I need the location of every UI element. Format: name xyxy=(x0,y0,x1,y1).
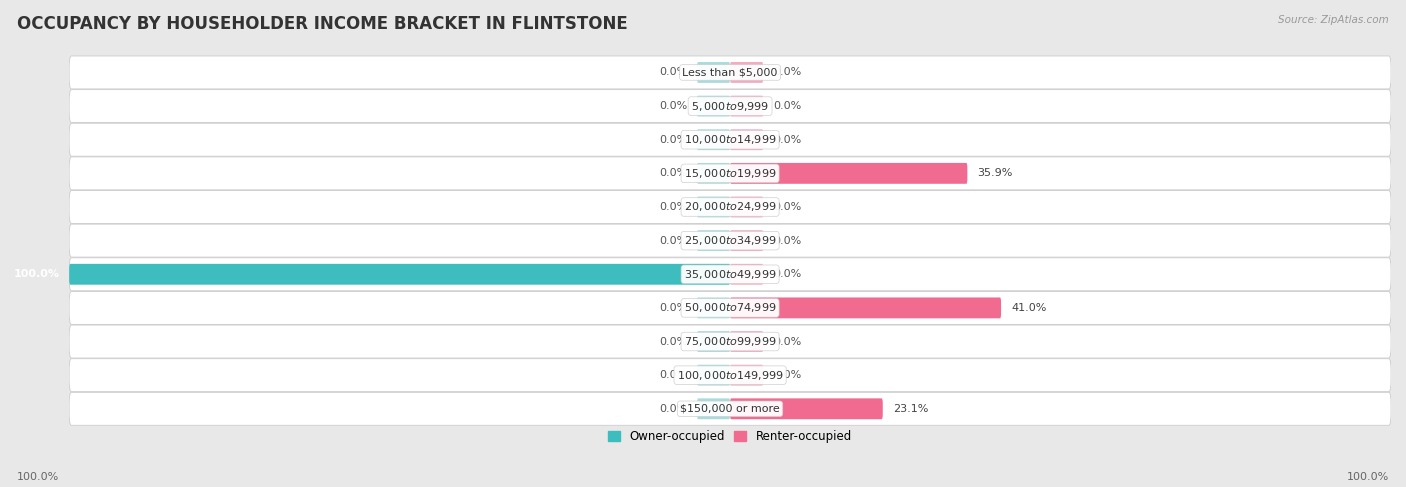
Text: Less than $5,000: Less than $5,000 xyxy=(682,68,778,77)
Text: 100.0%: 100.0% xyxy=(1347,472,1389,482)
FancyBboxPatch shape xyxy=(730,331,763,352)
FancyBboxPatch shape xyxy=(730,365,763,386)
FancyBboxPatch shape xyxy=(697,95,730,116)
FancyBboxPatch shape xyxy=(730,62,763,83)
FancyBboxPatch shape xyxy=(697,62,730,83)
FancyBboxPatch shape xyxy=(697,130,730,150)
FancyBboxPatch shape xyxy=(69,359,1391,392)
FancyBboxPatch shape xyxy=(69,224,1391,257)
Text: $15,000 to $19,999: $15,000 to $19,999 xyxy=(683,167,776,180)
Legend: Owner-occupied, Renter-occupied: Owner-occupied, Renter-occupied xyxy=(603,425,856,448)
FancyBboxPatch shape xyxy=(730,95,763,116)
Text: $150,000 or more: $150,000 or more xyxy=(681,404,780,414)
Text: 0.0%: 0.0% xyxy=(659,169,688,178)
FancyBboxPatch shape xyxy=(730,264,763,285)
Text: 0.0%: 0.0% xyxy=(773,101,801,111)
Text: $10,000 to $14,999: $10,000 to $14,999 xyxy=(683,133,776,146)
Text: 41.0%: 41.0% xyxy=(1011,303,1046,313)
Text: 0.0%: 0.0% xyxy=(659,236,688,245)
Text: 0.0%: 0.0% xyxy=(659,135,688,145)
Text: 0.0%: 0.0% xyxy=(773,68,801,77)
Text: 0.0%: 0.0% xyxy=(773,135,801,145)
Text: 0.0%: 0.0% xyxy=(773,269,801,279)
FancyBboxPatch shape xyxy=(69,190,1391,224)
Text: $75,000 to $99,999: $75,000 to $99,999 xyxy=(683,335,776,348)
Text: 0.0%: 0.0% xyxy=(659,370,688,380)
FancyBboxPatch shape xyxy=(697,230,730,251)
FancyBboxPatch shape xyxy=(69,258,1391,291)
FancyBboxPatch shape xyxy=(69,90,1391,123)
FancyBboxPatch shape xyxy=(697,163,730,184)
Text: 0.0%: 0.0% xyxy=(659,202,688,212)
Text: $100,000 to $149,999: $100,000 to $149,999 xyxy=(676,369,783,382)
FancyBboxPatch shape xyxy=(697,298,730,318)
FancyBboxPatch shape xyxy=(730,163,967,184)
Text: 0.0%: 0.0% xyxy=(773,236,801,245)
FancyBboxPatch shape xyxy=(69,123,1391,156)
FancyBboxPatch shape xyxy=(69,325,1391,358)
Text: 0.0%: 0.0% xyxy=(659,101,688,111)
FancyBboxPatch shape xyxy=(730,130,763,150)
FancyBboxPatch shape xyxy=(697,331,730,352)
FancyBboxPatch shape xyxy=(697,197,730,217)
FancyBboxPatch shape xyxy=(730,398,883,419)
Text: $25,000 to $34,999: $25,000 to $34,999 xyxy=(683,234,776,247)
Text: 0.0%: 0.0% xyxy=(773,202,801,212)
Text: $35,000 to $49,999: $35,000 to $49,999 xyxy=(683,268,776,281)
FancyBboxPatch shape xyxy=(697,398,730,419)
Text: Source: ZipAtlas.com: Source: ZipAtlas.com xyxy=(1278,15,1389,25)
Text: $5,000 to $9,999: $5,000 to $9,999 xyxy=(690,100,769,112)
Text: $50,000 to $74,999: $50,000 to $74,999 xyxy=(683,301,776,315)
Text: OCCUPANCY BY HOUSEHOLDER INCOME BRACKET IN FLINTSTONE: OCCUPANCY BY HOUSEHOLDER INCOME BRACKET … xyxy=(17,15,627,33)
FancyBboxPatch shape xyxy=(730,230,763,251)
Text: 0.0%: 0.0% xyxy=(773,370,801,380)
Text: 0.0%: 0.0% xyxy=(659,303,688,313)
Text: 100.0%: 100.0% xyxy=(13,269,59,279)
FancyBboxPatch shape xyxy=(730,197,763,217)
Text: 0.0%: 0.0% xyxy=(659,68,688,77)
FancyBboxPatch shape xyxy=(69,291,1391,324)
FancyBboxPatch shape xyxy=(730,298,1001,318)
FancyBboxPatch shape xyxy=(69,264,730,285)
FancyBboxPatch shape xyxy=(69,157,1391,190)
FancyBboxPatch shape xyxy=(69,393,1391,425)
Text: $20,000 to $24,999: $20,000 to $24,999 xyxy=(683,201,776,213)
Text: 0.0%: 0.0% xyxy=(659,404,688,414)
Text: 35.9%: 35.9% xyxy=(977,169,1012,178)
Text: 100.0%: 100.0% xyxy=(17,472,59,482)
FancyBboxPatch shape xyxy=(69,56,1391,89)
Text: 0.0%: 0.0% xyxy=(773,337,801,347)
FancyBboxPatch shape xyxy=(697,365,730,386)
Text: 23.1%: 23.1% xyxy=(893,404,928,414)
Text: 0.0%: 0.0% xyxy=(659,337,688,347)
